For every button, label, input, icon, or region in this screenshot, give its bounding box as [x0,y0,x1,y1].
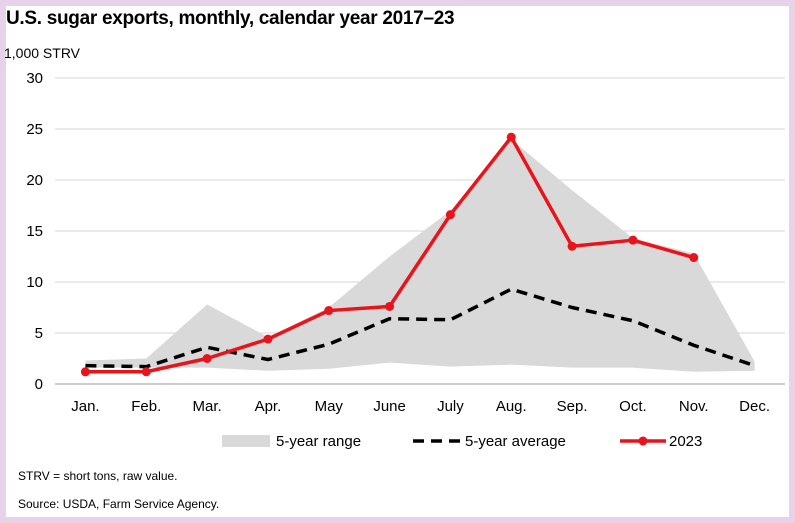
footnote-strv: STRV = short tons, raw value. [18,469,178,483]
x-tick-label: Nov. [679,398,709,415]
x-tick-label: Feb. [131,398,161,415]
y-tick-label: 20 [26,172,43,189]
x-tick-label: Apr. [255,398,282,415]
x-tick-label: May [315,398,344,415]
x-tick-label: Aug. [496,398,527,415]
x-tick-label: Mar. [192,398,221,415]
y-tick-label: 5 [35,325,43,342]
chart-title: U.S. sugar exports, monthly, calendar ye… [6,8,455,29]
data-point [628,235,638,245]
y-tick-label: 10 [26,274,43,291]
x-tick-label: Dec. [739,398,770,415]
x-tick-label: Jan. [71,398,99,415]
legend-2023-label: 2023 [669,433,702,450]
data-point [385,301,395,311]
data-point [689,253,699,263]
data-point [141,367,151,377]
series-lines [80,132,756,377]
y-tick-label: 0 [35,376,43,393]
x-tick-label: June [373,398,406,415]
y-tick-label: 15 [26,223,43,240]
series-line [85,287,756,369]
legend-2023-marker [638,436,648,446]
data-point [445,210,455,220]
legend-range-label: 5-year range [276,433,361,450]
y-axis-ticks: 0 5 10 15 20 25 30 [26,70,43,393]
y-tick-label: 25 [26,121,43,138]
legend-average-label: 5-year average [465,433,566,450]
x-tick-label: Oct. [619,398,647,415]
data-point [506,132,516,142]
range-polygon [85,139,755,372]
x-tick-label: Sep. [557,398,588,415]
y-tick-label: 30 [26,70,43,87]
range-area [85,139,755,372]
x-tick-label: July [437,398,464,415]
y-axis-unit-label: 1,000 STRV [4,45,81,61]
footnote-source: Source: USDA, Farm Service Agency. [18,497,220,511]
legend-range-swatch [222,435,270,447]
data-point [567,241,577,251]
legend: 5-year range 5-year average 2023 [222,433,702,450]
data-point [80,367,90,377]
data-point [324,306,334,316]
x-axis-ticks: Jan. Feb. Mar. Apr. May June July Aug. Sep. Oct. N… [71,398,770,415]
data-point [263,334,273,344]
data-point [202,354,212,363]
